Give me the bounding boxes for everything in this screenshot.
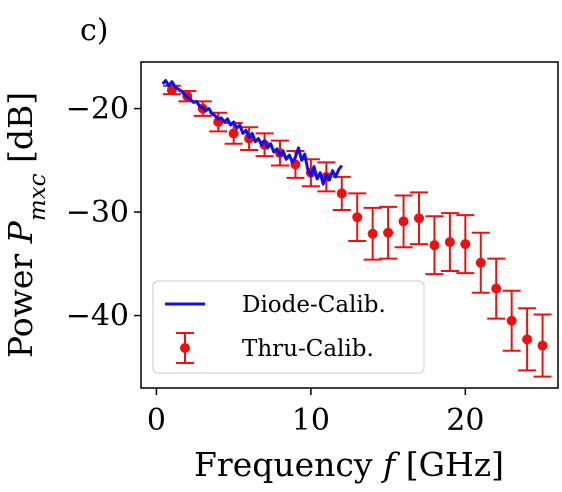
legend-thru-label: Thru-Calib.: [242, 336, 374, 362]
y-axis: −20 −30 −40: [66, 92, 141, 334]
thru-calib-point: [471, 231, 490, 294]
legend: Diode-Calib. Thru-Calib.: [152, 280, 425, 374]
plot-area: [161, 79, 552, 378]
x-tick-label: 20: [446, 403, 484, 438]
thru-calib-point: [425, 215, 444, 276]
y-tick-label: −30: [66, 195, 129, 230]
thru-calib-point: [502, 289, 521, 352]
thru-calib-point: [533, 313, 552, 378]
thru-calib-point: [440, 212, 459, 273]
legend-thru-swatch: [176, 332, 194, 364]
y-tick-label: −20: [66, 92, 129, 127]
thru-calib-point: [410, 191, 428, 246]
thru-calib-point: [363, 206, 382, 261]
thru-calib-point: [332, 175, 351, 211]
thru-calib-point: [379, 205, 398, 260]
thru-calib-point: [518, 307, 537, 372]
thru-calib-point: [456, 214, 475, 275]
x-tick-label: 0: [147, 403, 166, 438]
panel-label: c): [80, 13, 109, 48]
x-tick-label: 10: [292, 403, 330, 438]
diode-calib-line: [161, 79, 343, 186]
legend-box: [152, 280, 425, 374]
y-axis-label: Power Pmxc [dB]: [1, 92, 51, 358]
y-tick-label: −40: [66, 299, 129, 334]
thru-calib-point: [348, 192, 367, 243]
thru-calib-point: [487, 257, 506, 320]
x-axis-label: Frequency f [GHz]: [194, 445, 504, 484]
thru-calib-point: [394, 194, 413, 249]
legend-diode-label: Diode-Calib.: [242, 292, 386, 318]
axes-frame: [140, 61, 559, 389]
x-axis: 0 10 20: [147, 388, 484, 438]
